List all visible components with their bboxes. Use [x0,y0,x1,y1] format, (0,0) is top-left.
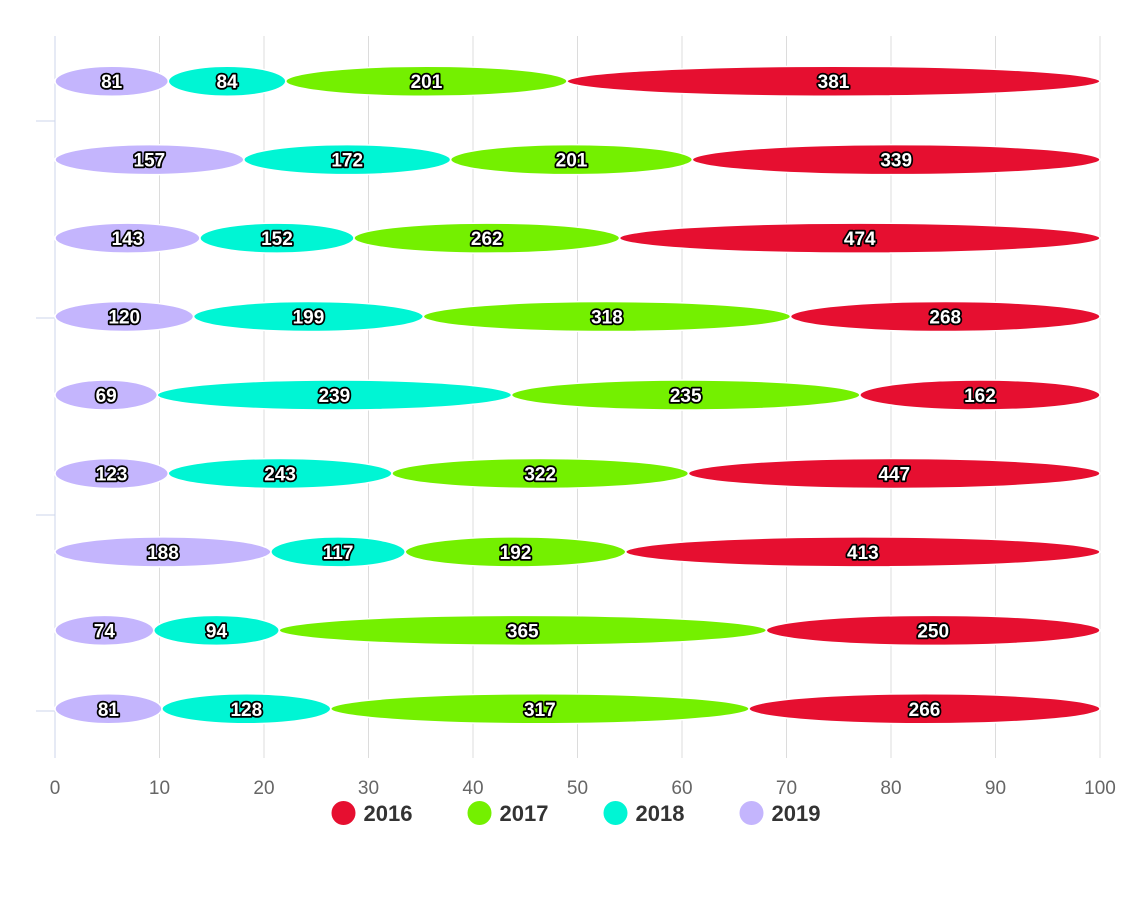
data-label-2017: 318 [591,308,623,329]
legend-item-2019[interactable]: 2019 [739,801,821,826]
data-label-2019: 123 [96,464,128,485]
data-label-2019: 69 [96,386,117,407]
data-label-2019: 74 [94,621,116,642]
legend-marker [467,801,492,825]
bar-segment-2016[interactable] [859,379,1101,411]
data-label-2018: 94 [206,621,228,642]
data-label-2016: 268 [929,308,961,329]
data-label-2016: 447 [878,464,910,485]
data-label-2017: 235 [670,386,702,407]
x-tick-label: 100 [1084,778,1116,799]
data-label-2016: 474 [844,229,876,250]
legend-item-2017[interactable]: 2017 [467,801,549,826]
data-label-2016: 266 [909,700,941,721]
data-label-2019: 81 [98,700,120,721]
x-tick-label: 30 [358,778,379,799]
data-label-2019: 143 [112,229,144,250]
data-label-2016: 381 [818,72,850,93]
legend-label: 2017 [500,801,549,826]
data-label-2018: 128 [230,700,262,721]
x-tick-label: 0 [50,778,61,799]
bar-segment-2016[interactable] [687,457,1101,490]
data-label-2017: 317 [524,700,556,721]
legend-label: 2018 [636,801,685,826]
bar-segment-2016[interactable] [691,143,1101,176]
legend-label: 2016 [364,801,413,826]
bar-segment-2016[interactable] [624,536,1101,568]
data-label-2016: 339 [880,151,912,172]
bar-segment-2016[interactable] [618,222,1101,254]
data-label-2017: 201 [556,151,588,172]
x-tick-label: 90 [985,778,1006,799]
bars [54,65,1101,725]
bar-segment-2016[interactable] [566,65,1101,97]
legend-marker [331,801,356,825]
axes [36,36,56,758]
legend-marker [603,801,628,825]
x-axis-ticks: 0 10 20 30 40 50 60 70 80 90 100 [50,778,1116,799]
data-label-2019: 120 [108,308,140,329]
legend-item-2018[interactable]: 2018 [603,801,685,826]
x-tick-label: 70 [776,778,797,799]
data-label-2018: 84 [216,72,238,93]
data-label-2017: 262 [471,229,503,250]
data-label-2019: 188 [147,543,179,564]
data-label-2018: 117 [323,543,354,564]
x-tick-label: 60 [671,778,692,799]
legend[interactable]: 2016 2017 2018 2019 [331,801,821,826]
data-label-2018: 239 [319,386,351,407]
bar-segment-2016[interactable] [748,693,1101,725]
data-label-2019: 157 [134,151,166,172]
data-label-2018: 172 [331,151,363,172]
data-label-2019: 81 [101,72,123,93]
data-label-2018: 152 [261,229,293,250]
legend-item-2016[interactable]: 2016 [331,801,413,826]
data-label-2017: 365 [507,621,539,642]
data-label-2017: 201 [411,72,443,93]
legend-marker [739,801,764,825]
x-tick-label: 20 [253,778,274,799]
x-tick-label: 80 [880,778,901,799]
x-tick-label: 40 [462,778,483,799]
data-label-2016: 162 [964,386,996,407]
data-label-2016: 250 [917,621,949,642]
x-tick-label: 50 [567,778,588,799]
legend-label: 2019 [772,801,821,826]
bar-segment-2016[interactable] [789,300,1101,333]
data-label-2016: 413 [847,543,879,564]
bar-segment-2016[interactable] [765,614,1101,647]
data-label-2017: 192 [500,543,532,564]
x-tick-label: 10 [149,778,170,799]
data-label-2018: 243 [264,464,296,485]
data-labels: 81 84 201 381 157 172 201 339 143 152 262 474 120 199… [92,70,997,722]
data-label-2017: 322 [524,464,556,485]
data-label-2018: 199 [293,308,325,329]
